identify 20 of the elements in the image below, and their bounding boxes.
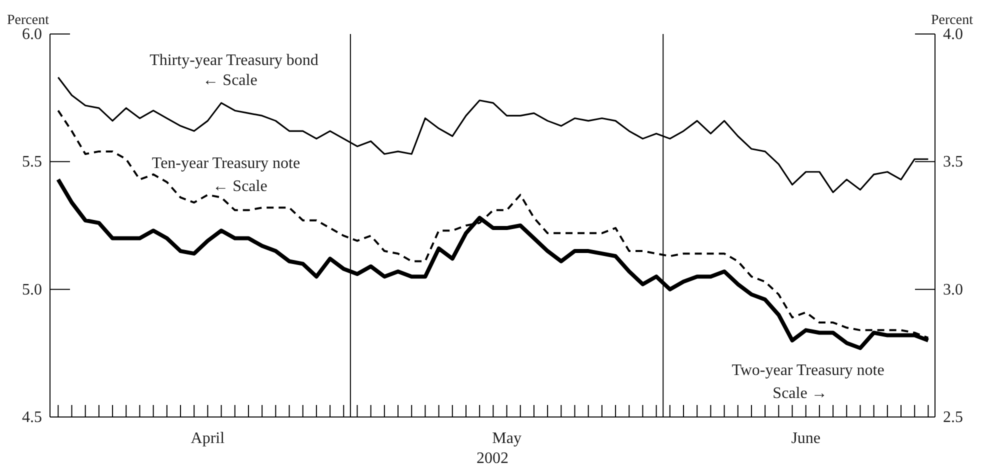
- y-axis-title: Percent: [7, 12, 49, 28]
- annotation: Scale →: [772, 385, 828, 403]
- y-tick-label: 5.5: [22, 154, 42, 171]
- annotation: ← Scale: [212, 178, 268, 196]
- y2-tick-label: 3.0: [943, 281, 963, 298]
- y2-axis-title: Percent: [931, 12, 973, 28]
- x-tick-label: May: [492, 430, 522, 447]
- y-tick-label: 4.5: [22, 409, 42, 426]
- y2-tick-label: 2.5: [943, 409, 963, 426]
- series-label: Two-year Treasury note: [732, 362, 884, 380]
- y-tick-label: 5.0: [22, 281, 42, 298]
- y2-tick-label: 3.5: [943, 154, 963, 171]
- y2-tick-label: 4.0: [943, 26, 963, 43]
- x-tick-label: April: [190, 430, 226, 447]
- x-axis-title: 2002: [476, 450, 508, 467]
- x-tick-label: June: [791, 430, 821, 447]
- y-tick-label: 6.0: [22, 26, 42, 43]
- text: Thirty-year Treasury bond: [150, 52, 318, 70]
- series-label: Ten-year Treasury note: [152, 155, 300, 173]
- annotation: ← Scale: [202, 72, 258, 90]
